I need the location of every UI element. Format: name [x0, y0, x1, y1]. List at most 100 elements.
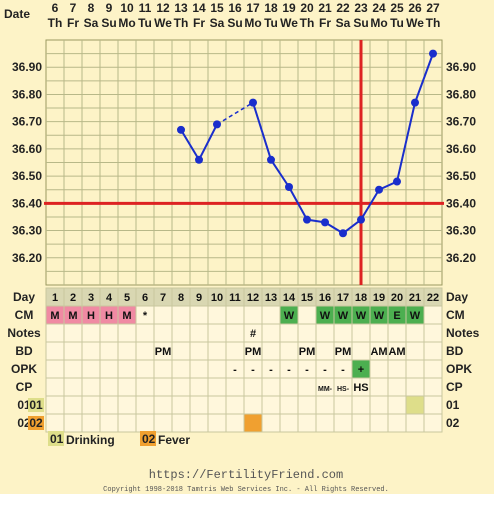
ytick-left-36.70: 36.70	[12, 115, 42, 129]
weekday-2: Fr	[67, 16, 79, 30]
cell-text-opk-16: -	[323, 364, 327, 376]
cell-custom1-6	[135, 395, 155, 415]
cell-bd-21	[405, 341, 425, 361]
temp-point-day-14	[285, 183, 293, 191]
cell-opk-7	[153, 359, 173, 379]
cell-bd-1	[45, 341, 65, 361]
date-2: 7	[70, 1, 77, 15]
cell-opk-1	[45, 359, 65, 379]
cell-cp-9	[189, 377, 209, 397]
cell-notes-3	[81, 323, 101, 343]
cell-custom1-10	[207, 395, 227, 415]
ytick-left-36.40: 36.40	[12, 196, 42, 210]
cell-text-day-7: 7	[160, 292, 166, 304]
row-label-right-bd: BD	[446, 344, 464, 358]
temp-point-day-19	[375, 185, 383, 194]
date-13: 18	[264, 1, 278, 15]
footer-copyright: Copyright 1998-2018 Tamtris Web Services…	[103, 486, 389, 494]
cell-cp-8	[171, 377, 191, 397]
cell-bd-4	[99, 341, 119, 361]
cell-cp-1	[45, 377, 65, 397]
ytick-left-36.80: 36.80	[12, 87, 42, 101]
temp-point-day-18	[357, 215, 365, 224]
temp-line-segment	[414, 53, 434, 103]
temp-point-day-16	[321, 218, 329, 227]
cell-custom2-7	[153, 413, 173, 433]
custom1-label-text: 01	[29, 398, 43, 412]
cell-notes-10	[207, 323, 227, 343]
cell-cm-10	[207, 305, 227, 325]
temp-point-day-20	[393, 177, 401, 186]
date-5: 10	[120, 1, 134, 15]
cell-text-day-8: 8	[178, 292, 184, 304]
row-label-left-custom2: 02	[17, 416, 31, 430]
cell-text-day-21: 21	[409, 292, 421, 304]
weekday-6: Tu	[138, 16, 152, 30]
ytick-right-36.40: 36.40	[446, 196, 476, 210]
date-label: Date	[4, 7, 30, 21]
cell-cp-7	[153, 377, 173, 397]
row-label-right-custom2: 02	[446, 416, 460, 430]
cell-bd-11	[225, 341, 245, 361]
cell-cm-15	[297, 305, 317, 325]
cell-custom1-15	[297, 395, 317, 415]
weekday-18: Su	[353, 16, 368, 30]
temp-point-day-15	[303, 215, 311, 224]
temp-point-day-12	[249, 98, 257, 107]
cell-cm-12	[243, 305, 263, 325]
ytick-right-36.60: 36.60	[446, 142, 476, 156]
cell-custom1-8	[171, 395, 191, 415]
cell-opk-10	[207, 359, 227, 379]
row-label-right-cm: CM	[446, 308, 465, 322]
cell-notes-1	[45, 323, 65, 343]
cell-bd-16	[315, 341, 335, 361]
row-label-left-day: Day	[13, 290, 35, 304]
footer-url: https://FertilityFriend.com	[149, 468, 343, 482]
date-12: 17	[246, 1, 260, 15]
cell-bd-5	[117, 341, 137, 361]
row-label-left-cm: CM	[15, 308, 34, 322]
cell-text-day-4: 4	[106, 292, 113, 304]
cell-text-bd-19: AM	[370, 346, 387, 358]
cell-custom2-16	[315, 413, 335, 433]
cell-text-day-6: 6	[142, 292, 148, 304]
legend-code-01: 01	[50, 432, 64, 446]
row-label-left-notes: Notes	[7, 326, 41, 340]
weekday-11: Su	[227, 16, 242, 30]
cell-custom1-3	[81, 395, 101, 415]
cell-custom2-8	[171, 413, 191, 433]
cell-bd-8	[171, 341, 191, 361]
cell-custom1-19	[369, 395, 389, 415]
ytick-right-36.90: 36.90	[446, 60, 476, 74]
temp-line-segment	[198, 123, 218, 161]
weekday-14: We	[280, 16, 298, 30]
temp-line-segment	[288, 186, 308, 221]
cell-text-cm-4: H	[105, 310, 113, 322]
cell-text-opk-13: -	[269, 364, 273, 376]
cell-text-day-1: 1	[52, 292, 58, 304]
cell-text-cm-20: E	[393, 310, 400, 322]
cell-cp-21	[405, 377, 425, 397]
cell-text-day-22: 22	[427, 292, 439, 304]
weekday-1: Th	[48, 16, 63, 30]
cell-text-day-19: 19	[373, 292, 385, 304]
temp-line-segment	[270, 159, 290, 188]
cell-opk-8	[171, 359, 191, 379]
cell-opk-9	[189, 359, 209, 379]
date-10: 15	[210, 1, 224, 15]
cell-cp-22	[423, 377, 443, 397]
row-label-right-notes: Notes	[446, 326, 480, 340]
ytick-right-36.80: 36.80	[446, 87, 476, 101]
cell-notes-22	[423, 323, 443, 343]
cell-bd-18	[351, 341, 371, 361]
cell-bd-3	[81, 341, 101, 361]
cell-text-bd-20: AM	[388, 346, 405, 358]
cell-cm-22	[423, 305, 443, 325]
cell-custom2-15	[297, 413, 317, 433]
cell-text-cp-18: HS	[353, 382, 368, 394]
cell-text-opk-15: -	[305, 364, 309, 376]
cell-custom2-18	[351, 413, 371, 433]
legend-swatch-01	[48, 431, 64, 446]
cell-text-cp-16: MM-	[318, 386, 333, 393]
cell-notes-15	[297, 323, 317, 343]
